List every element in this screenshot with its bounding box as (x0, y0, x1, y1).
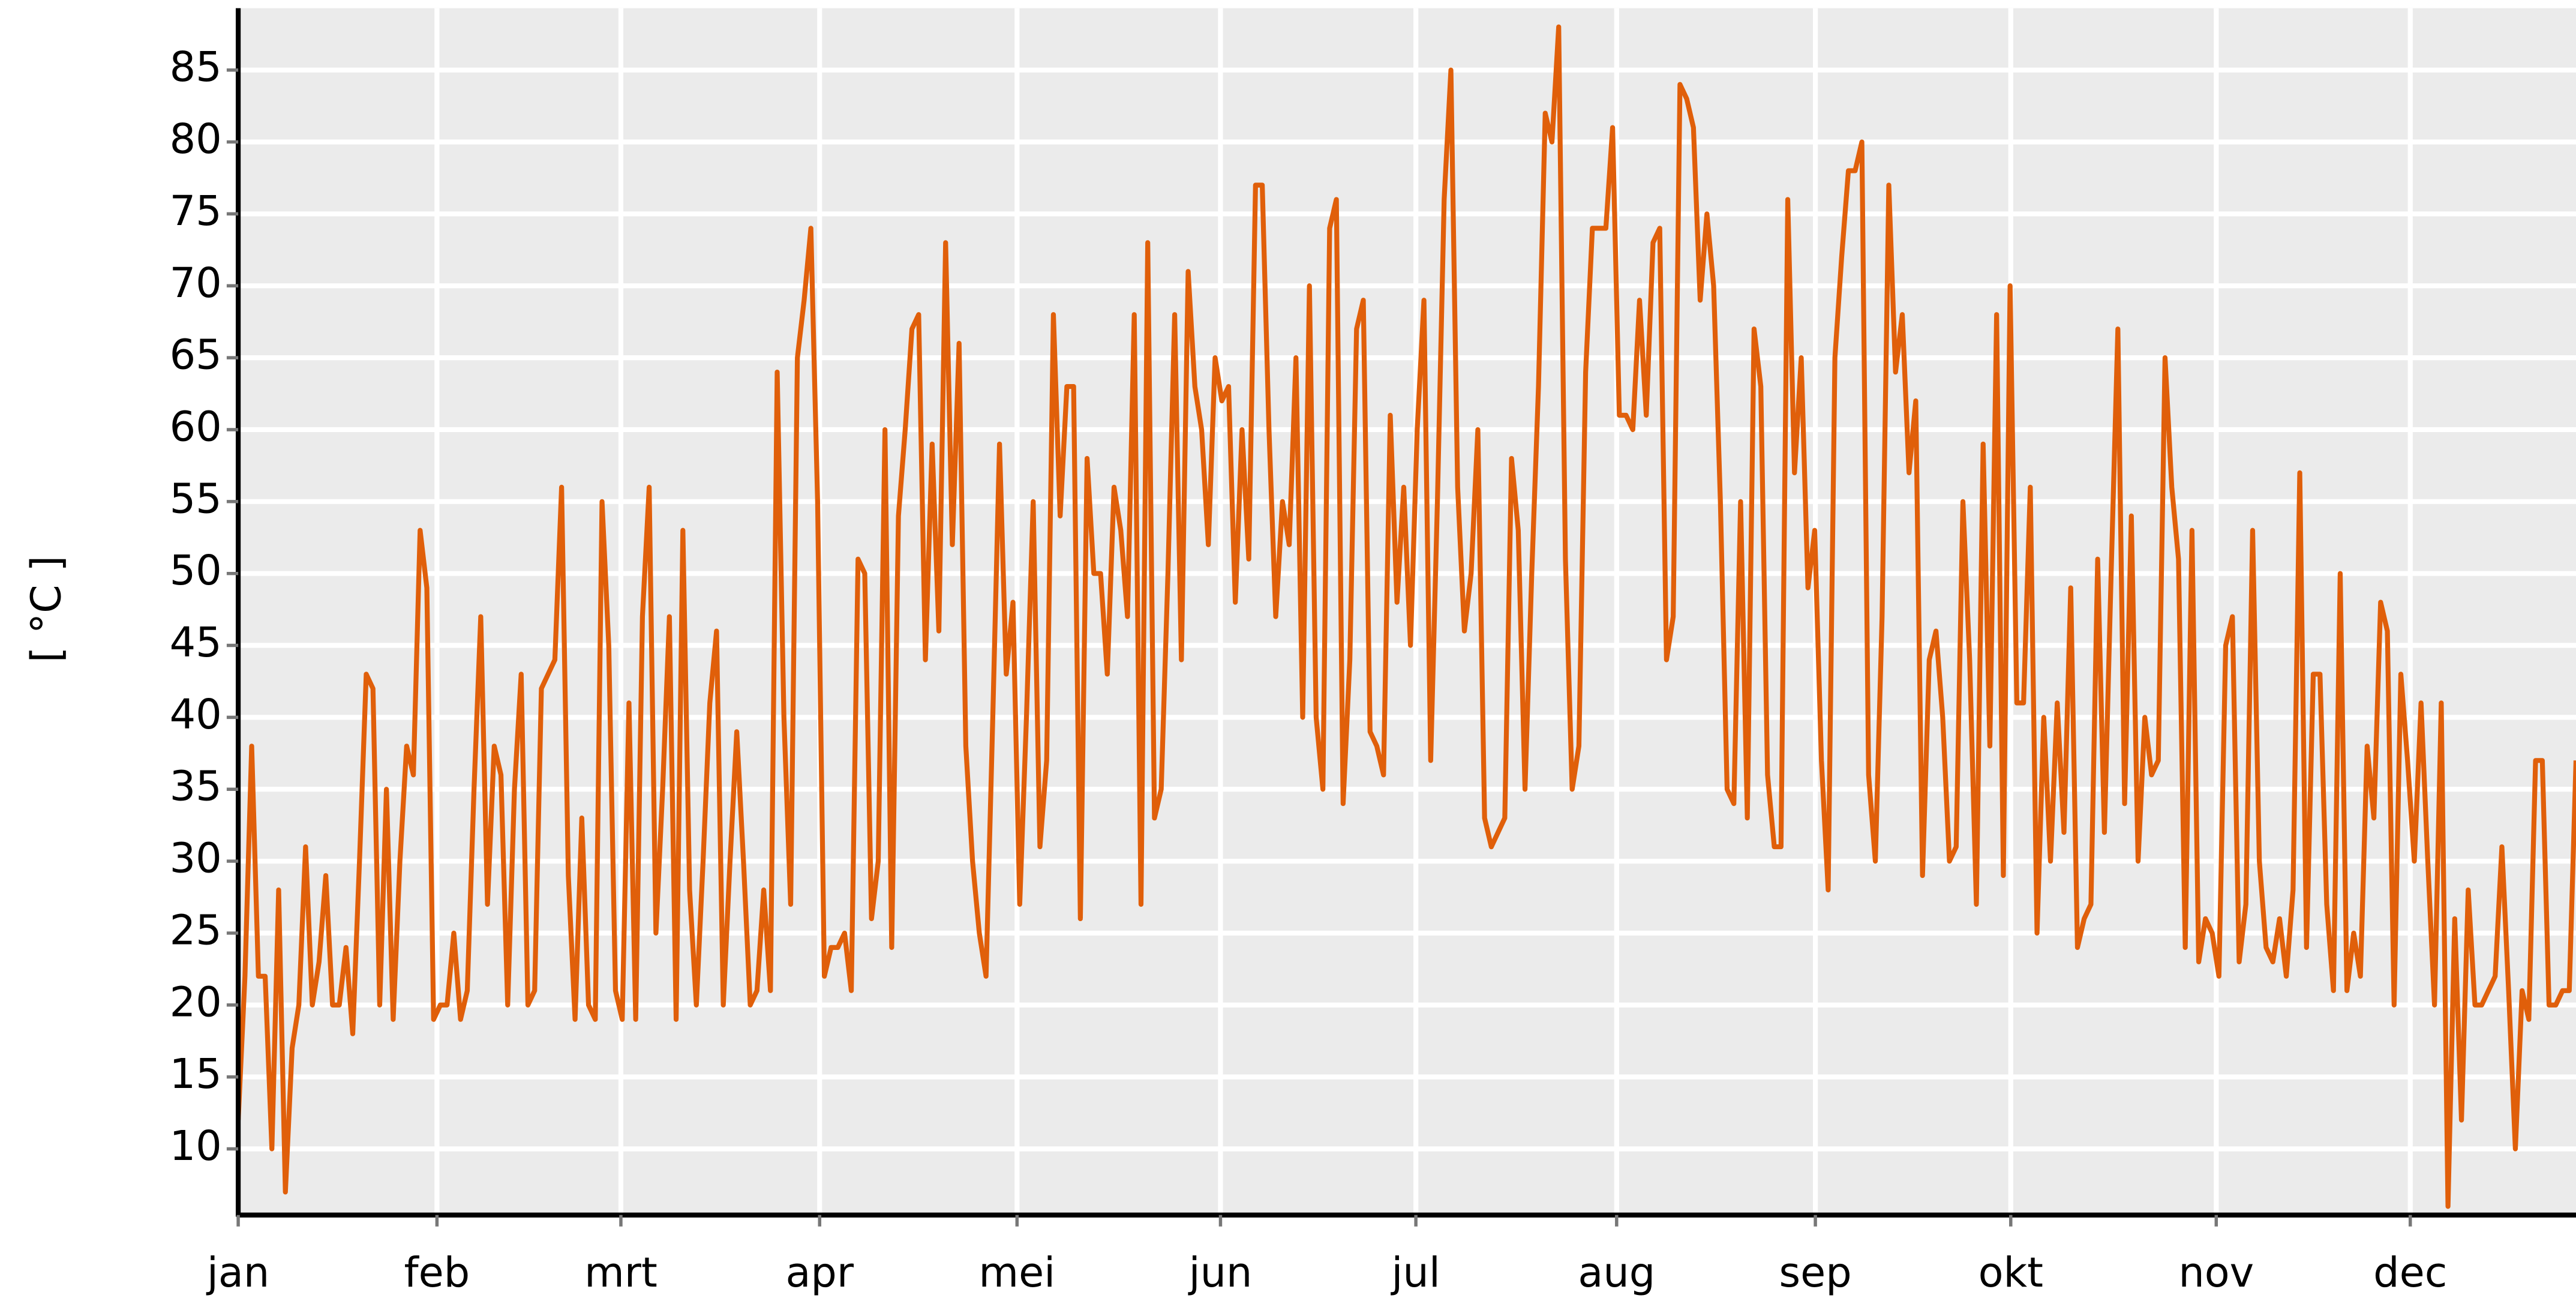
grid (235, 8, 2576, 1215)
y-tick-label: 55 (170, 475, 222, 523)
y-tick-label: 20 (170, 979, 222, 1026)
x-tick-label: aug (1578, 1249, 1655, 1297)
y-tick-label: 70 (170, 260, 222, 307)
x-tick-label: feb (404, 1249, 470, 1297)
x-tick-label: apr (785, 1249, 854, 1297)
y-tick-label: 25 (170, 907, 222, 955)
x-tick-label: nov (2178, 1249, 2254, 1297)
y-axis-label: [ °C ] (23, 556, 71, 663)
y-tick-label: 60 (170, 404, 222, 451)
y-tick-label: 80 (170, 116, 222, 163)
data-line (235, 24, 2576, 1209)
y-tick-label: 30 (170, 835, 222, 883)
x-tick-label: jul (1390, 1249, 1440, 1297)
y-tick-label: 10 (170, 1123, 222, 1170)
x-tick-label: jan (206, 1249, 269, 1297)
x-tick-label: jun (1188, 1249, 1253, 1297)
x-tick-label: sep (1779, 1249, 1851, 1297)
y-tick-label: 75 (170, 188, 222, 235)
marks (235, 24, 2576, 1209)
y-tick-label: 65 (170, 332, 222, 379)
x-tick-label: mei (978, 1249, 1055, 1297)
y-tick-label: 40 (170, 691, 222, 739)
y-tick-label: 50 (170, 547, 222, 595)
y-tick-label: 15 (170, 1051, 222, 1098)
x-tick-label: dec (2373, 1249, 2447, 1297)
y-tick-label: 45 (170, 619, 222, 667)
y-tick-label: 35 (170, 763, 222, 811)
y-tick-label: 85 (170, 44, 222, 91)
x-tick-label: mrt (584, 1249, 657, 1297)
x-tick-label: okt (1978, 1249, 2043, 1297)
